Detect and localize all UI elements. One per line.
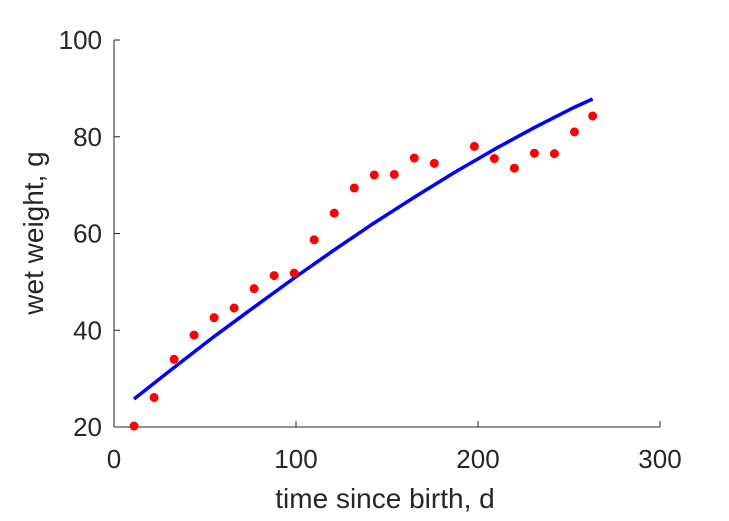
x-tick-label: 0 — [107, 444, 121, 474]
x-tick-label: 100 — [274, 444, 317, 474]
data-points-series — [129, 111, 598, 431]
fit-line-series — [132, 97, 594, 401]
data-point — [269, 271, 279, 281]
data-point — [409, 153, 419, 163]
data-point — [129, 421, 139, 431]
data-point — [289, 268, 299, 278]
data-point — [249, 284, 259, 294]
data-point — [389, 169, 399, 179]
data-point — [588, 111, 598, 121]
data-point — [549, 149, 559, 159]
x-tick-label: 300 — [638, 444, 681, 474]
data-point — [569, 127, 579, 137]
y-tick-label: 20 — [73, 412, 102, 442]
data-point — [489, 154, 499, 164]
x-tick-label: 200 — [456, 444, 499, 474]
data-point — [229, 303, 239, 313]
data-point — [509, 163, 519, 173]
data-point — [469, 141, 479, 151]
data-point — [349, 183, 359, 193]
data-point — [529, 148, 539, 158]
data-point — [329, 208, 339, 218]
y-axis-label: wet weight, g — [18, 151, 49, 315]
data-point — [149, 392, 159, 402]
y-tick-label: 40 — [73, 315, 102, 345]
data-point — [429, 158, 439, 168]
x-axis-label: time since birth, d — [275, 483, 494, 514]
data-point — [309, 235, 319, 245]
data-point — [209, 313, 219, 323]
fit-line — [132, 97, 594, 401]
data-point — [169, 354, 179, 364]
y-tick-label: 60 — [73, 219, 102, 249]
data-point — [189, 330, 199, 340]
y-tick-label: 80 — [73, 122, 102, 152]
data-point — [369, 170, 379, 180]
y-tick-label: 100 — [59, 25, 102, 55]
axes: 0 100 200 300 20 40 60 80 100 — [59, 25, 682, 474]
